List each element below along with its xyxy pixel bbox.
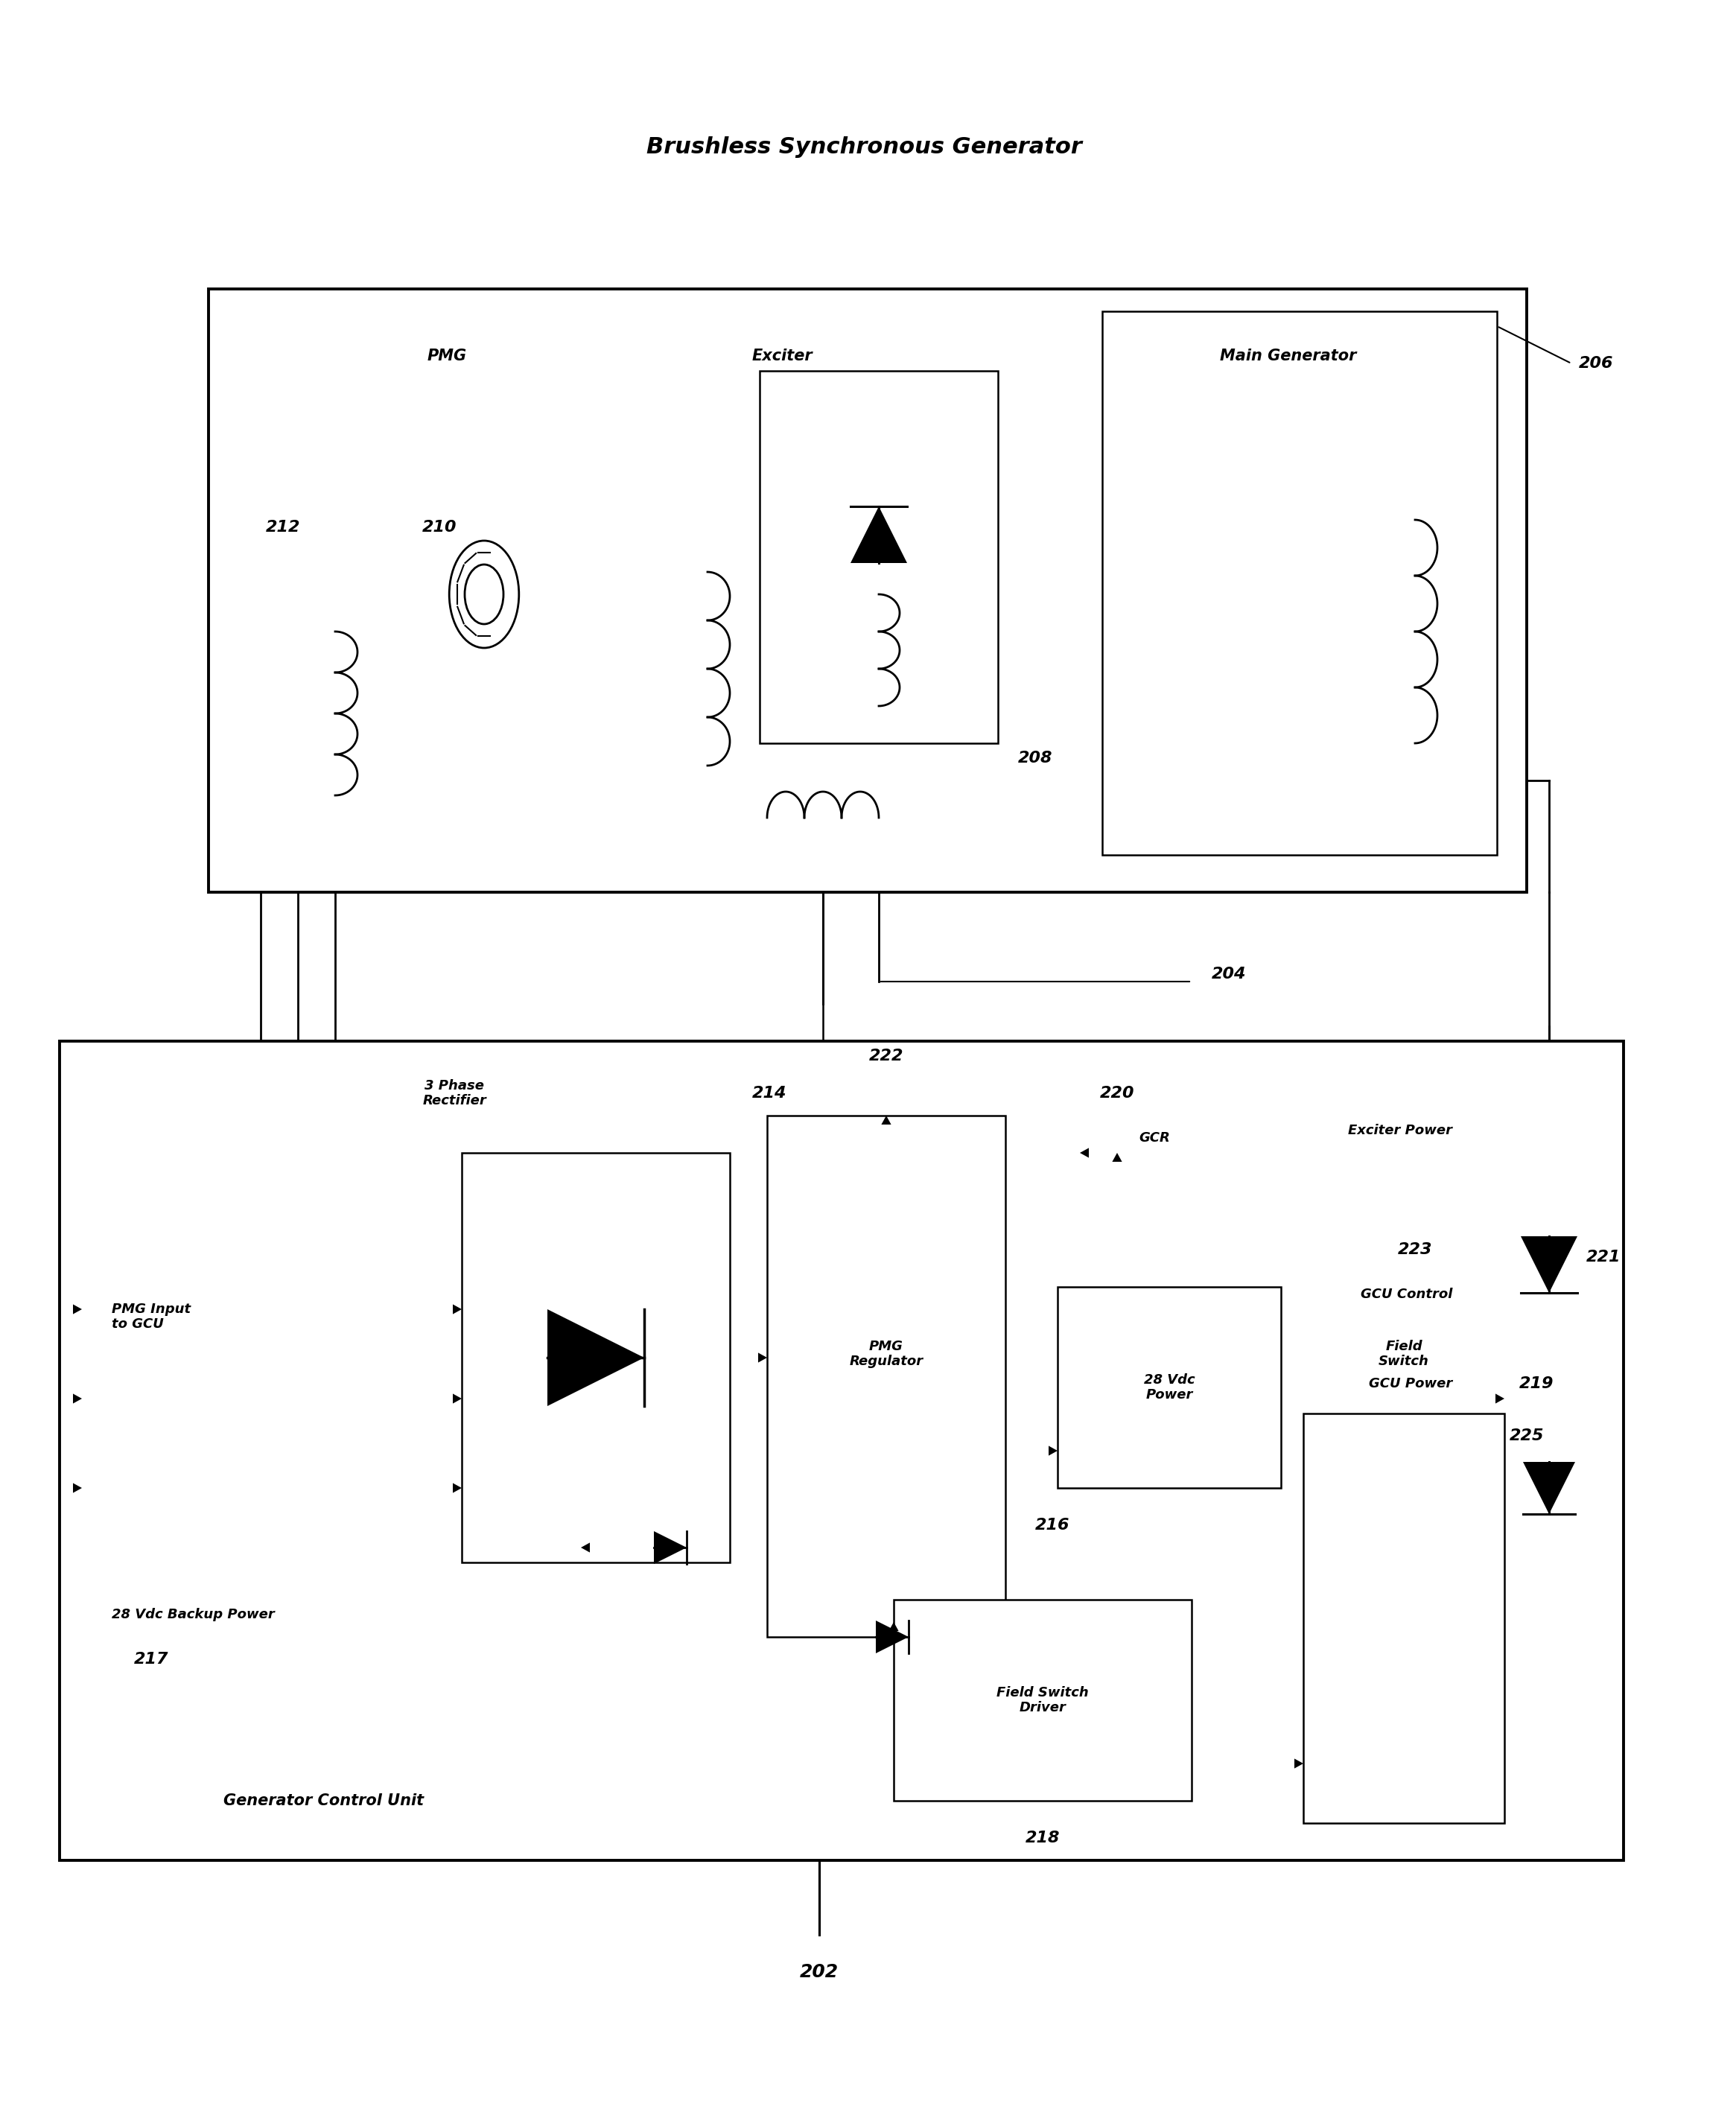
Text: 216: 216 <box>1035 1519 1069 1533</box>
Polygon shape <box>851 507 908 562</box>
Polygon shape <box>453 1304 462 1315</box>
Polygon shape <box>1113 1154 1121 1162</box>
Text: 210: 210 <box>422 520 457 534</box>
Text: 212: 212 <box>266 520 300 534</box>
Text: GCU Power: GCU Power <box>1368 1377 1453 1391</box>
Text: PMG: PMG <box>427 348 467 363</box>
Polygon shape <box>889 1623 899 1631</box>
Polygon shape <box>885 1631 894 1642</box>
Polygon shape <box>453 1483 462 1493</box>
Polygon shape <box>1295 1758 1304 1769</box>
Text: 223: 223 <box>1397 1243 1432 1258</box>
Bar <box>1304 1413 1505 1824</box>
Polygon shape <box>1495 1393 1505 1404</box>
Text: 28 Vdc
Power: 28 Vdc Power <box>1144 1372 1194 1402</box>
Bar <box>760 371 998 742</box>
Polygon shape <box>882 1116 891 1124</box>
Text: Exciter Power: Exciter Power <box>1347 1124 1453 1137</box>
Polygon shape <box>1080 1147 1088 1158</box>
Polygon shape <box>1522 1461 1575 1514</box>
Text: Brushless Synchronous Generator: Brushless Synchronous Generator <box>646 136 1082 159</box>
Polygon shape <box>1521 1237 1578 1294</box>
Text: 204: 204 <box>1212 967 1246 982</box>
Polygon shape <box>547 1309 644 1406</box>
Bar <box>767 1116 1005 1637</box>
Text: 217: 217 <box>134 1652 168 1667</box>
Text: 202: 202 <box>800 1964 838 1981</box>
Polygon shape <box>73 1393 82 1404</box>
Text: 208: 208 <box>1017 751 1052 766</box>
Text: 221: 221 <box>1587 1249 1621 1264</box>
Text: 214: 214 <box>752 1086 786 1101</box>
Text: Field Switch
Driver: Field Switch Driver <box>996 1686 1088 1714</box>
Polygon shape <box>73 1483 82 1493</box>
Text: 218: 218 <box>1026 1830 1061 1845</box>
Text: 225: 225 <box>1509 1427 1543 1442</box>
Text: 219: 219 <box>1519 1377 1554 1391</box>
Polygon shape <box>759 1353 767 1362</box>
Text: PMG Input
to GCU: PMG Input to GCU <box>111 1302 191 1332</box>
Polygon shape <box>877 1620 908 1652</box>
Ellipse shape <box>450 541 519 647</box>
Text: Field
Switch: Field Switch <box>1378 1340 1429 1368</box>
Bar <box>208 288 1526 893</box>
Bar <box>59 1041 1623 1860</box>
Text: PMG
Regulator: PMG Regulator <box>849 1340 924 1368</box>
Text: 222: 222 <box>870 1048 903 1063</box>
Text: Main Generator: Main Generator <box>1220 348 1358 363</box>
Text: 3 Phase
Rectifier: 3 Phase Rectifier <box>422 1080 486 1107</box>
Polygon shape <box>73 1304 82 1315</box>
Polygon shape <box>1049 1447 1057 1455</box>
Polygon shape <box>654 1531 687 1563</box>
Bar <box>894 1599 1191 1801</box>
Text: GCR: GCR <box>1139 1130 1170 1145</box>
Text: 206: 206 <box>1578 356 1613 371</box>
Bar <box>1057 1287 1281 1489</box>
Text: GCU Control: GCU Control <box>1361 1287 1453 1300</box>
Polygon shape <box>453 1393 462 1404</box>
Text: Generator Control Unit: Generator Control Unit <box>224 1794 424 1809</box>
Bar <box>462 1154 729 1563</box>
Text: 28 Vdc Backup Power: 28 Vdc Backup Power <box>111 1608 274 1620</box>
Text: 220: 220 <box>1101 1086 1134 1101</box>
Text: Exciter: Exciter <box>752 348 812 363</box>
Polygon shape <box>582 1542 590 1553</box>
Ellipse shape <box>465 564 503 624</box>
Bar <box>1102 312 1496 855</box>
